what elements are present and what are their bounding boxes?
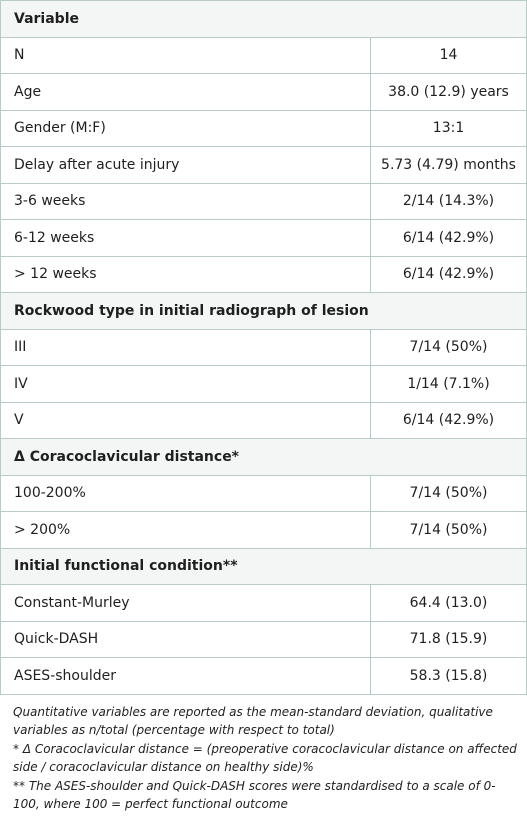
row-label: Gender (M:F) — [0, 109, 371, 147]
row-value: 1/14 (7.1%) — [369, 365, 527, 403]
table-footnotes: Quantitative variables are reported as t… — [0, 695, 527, 814]
section-header-rockwood: Rockwood type in initial radiograph of l… — [0, 292, 527, 330]
variable-header: Variable — [0, 0, 527, 38]
table-row: Quick-DASH 71.8 (15.9) — [0, 620, 527, 658]
row-label: III — [0, 328, 371, 366]
row-label: > 12 weeks — [0, 255, 371, 293]
table-row: > 200% 7/14 (50%) — [0, 511, 527, 549]
table-row: N 14 — [0, 36, 527, 74]
row-label: IV — [0, 365, 371, 403]
row-value: 5.73 (4.79) months — [369, 146, 527, 184]
table-row: ASES-shoulder 58.3 (15.8) — [0, 657, 527, 695]
row-value: 6/14 (42.9%) — [369, 219, 527, 257]
row-value: 58.3 (15.8) — [369, 657, 527, 695]
row-value: 71.8 (15.9) — [369, 620, 527, 658]
table-row: IV 1/14 (7.1%) — [0, 365, 527, 403]
row-label: Age — [0, 73, 371, 111]
row-value: 7/14 (50%) — [369, 328, 527, 366]
row-value: 7/14 (50%) — [369, 474, 527, 512]
row-label: Quick-DASH — [0, 620, 371, 658]
row-label: > 200% — [0, 511, 371, 549]
table-row: Age 38.0 (12.9) years — [0, 73, 527, 111]
row-value: 13:1 — [369, 109, 527, 147]
section-header-functional: Initial functional condition** — [0, 547, 527, 585]
table-row: Constant-Murley 64.4 (13.0) — [0, 584, 527, 622]
row-value: 7/14 (50%) — [369, 511, 527, 549]
table-row: > 12 weeks 6/14 (42.9%) — [0, 255, 527, 293]
section-header-cc-distance: Δ Coracoclavicular distance* — [0, 438, 527, 476]
row-label: ASES-shoulder — [0, 657, 371, 695]
row-value: 14 — [369, 36, 527, 74]
row-value: 2/14 (14.3%) — [369, 182, 527, 220]
row-value: 64.4 (13.0) — [369, 584, 527, 622]
table-header-row: Variable — [0, 0, 527, 38]
table-row: III 7/14 (50%) — [0, 328, 527, 366]
table-row: 100-200% 7/14 (50%) — [0, 474, 527, 512]
table-row: V 6/14 (42.9%) — [0, 401, 527, 439]
footnote: Quantitative variables are reported as t… — [13, 704, 493, 738]
row-label: 3-6 weeks — [0, 182, 371, 220]
row-value: 6/14 (42.9%) — [369, 255, 527, 293]
row-label: Delay after acute injury — [0, 146, 371, 184]
row-label: 6-12 weeks — [0, 219, 371, 257]
table-row: Delay after acute injury 5.73 (4.79) mon… — [0, 146, 527, 184]
row-label: N — [0, 36, 371, 74]
section-title: Δ Coracoclavicular distance* — [0, 438, 527, 476]
patient-characteristics-table: Variable N 14 Age 38.0 (12.9) years Gend… — [0, 0, 527, 695]
row-label: Constant-Murley — [0, 584, 371, 622]
footnote: ** The ASES-shoulder and Quick-DASH scor… — [13, 778, 496, 812]
row-label: 100-200% — [0, 474, 371, 512]
row-label: V — [0, 401, 371, 439]
table-row: 3-6 weeks 2/14 (14.3%) — [0, 182, 527, 220]
table-row: 6-12 weeks 6/14 (42.9%) — [0, 219, 527, 257]
table-row: Gender (M:F) 13:1 — [0, 109, 527, 147]
section-title: Rockwood type in initial radiograph of l… — [0, 292, 527, 330]
row-value: 6/14 (42.9%) — [369, 401, 527, 439]
section-title: Initial functional condition** — [0, 547, 527, 585]
footnote: * Δ Coracoclavicular distance = (preoper… — [13, 741, 517, 775]
row-value: 38.0 (12.9) years — [369, 73, 527, 111]
